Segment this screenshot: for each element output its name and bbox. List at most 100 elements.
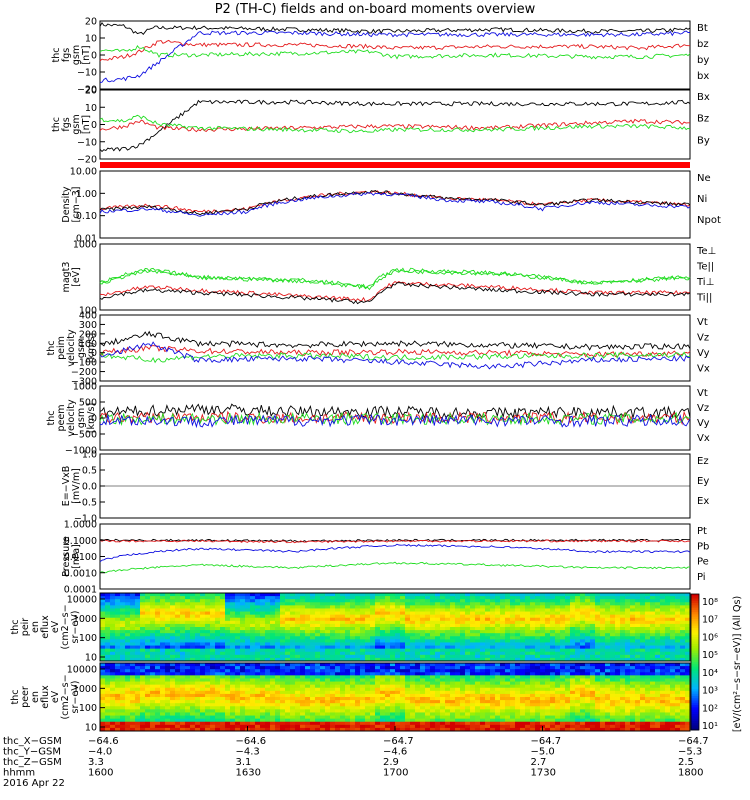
spec-cell (390, 681, 396, 686)
spec-cell (160, 706, 166, 710)
spec-cell (255, 654, 261, 659)
spec-cell (330, 614, 336, 619)
spec-cell (250, 672, 256, 676)
spec-cell (435, 630, 441, 634)
spec-cell (200, 608, 206, 612)
spec-cell (565, 611, 571, 616)
spec-cell (430, 687, 436, 692)
spec-cell (360, 678, 366, 682)
spec-cell (220, 611, 226, 616)
spec-cell (160, 602, 166, 606)
legend-peim-velocity-0: Vt (697, 317, 708, 328)
spec-cell (290, 617, 296, 622)
spec-cell (480, 605, 486, 609)
spec-cell (545, 602, 551, 606)
spec-cell (565, 709, 571, 713)
spec-cell (475, 681, 481, 686)
spec-cell (330, 721, 336, 726)
spec-cell (180, 709, 186, 713)
spec-cell (430, 602, 436, 606)
spec-cell (425, 678, 431, 682)
spec-cell (155, 663, 161, 667)
spec-cell (585, 672, 591, 676)
spec-cell (620, 639, 626, 643)
spec-cell (295, 703, 301, 707)
spec-cell (475, 669, 481, 673)
spec-cell (420, 627, 426, 631)
spec-cell (585, 678, 591, 682)
spec-cell (585, 636, 591, 640)
spec-cell (185, 687, 191, 692)
spec-cell (190, 645, 196, 650)
spec-cell (465, 724, 471, 729)
spec-cell (385, 678, 391, 682)
spec-cell (450, 633, 456, 637)
spec-cell (470, 651, 476, 656)
spec-cell (290, 627, 296, 631)
spec-cell (505, 706, 511, 710)
spec-cell (175, 657, 181, 662)
spec-cell (230, 724, 236, 729)
spec-cell (105, 687, 111, 692)
spec-cell (550, 623, 556, 628)
spec-cell (135, 599, 141, 603)
spec-cell (460, 712, 466, 716)
spec-cell (560, 709, 566, 713)
spec-cell (430, 645, 436, 650)
spec-cell (110, 648, 116, 653)
spec-cell (325, 608, 331, 612)
spec-cell (355, 690, 361, 695)
spec-cell (280, 718, 286, 723)
spec-cell (395, 715, 401, 720)
spec-cell (540, 651, 546, 656)
spec-cell (200, 678, 206, 682)
spec-cell (570, 700, 576, 704)
spec-cell (325, 700, 331, 704)
spec-cell (570, 706, 576, 710)
spec-cell (120, 703, 126, 707)
spec-cell (565, 599, 571, 603)
spec-cell (105, 684, 111, 689)
spec-cell (210, 611, 216, 616)
legend-fgs-gsm-2: by (697, 55, 709, 66)
spec-cell (515, 663, 521, 667)
spec-cell (110, 715, 116, 720)
spec-cell (530, 721, 536, 726)
spec-cell (100, 614, 106, 619)
spec-cell (105, 721, 111, 726)
spec-cell (420, 690, 426, 695)
spec-cell (115, 627, 121, 631)
spec-cell (235, 593, 241, 597)
spec-cell (160, 630, 166, 634)
spec-cell (490, 596, 496, 600)
spec-cell (190, 599, 196, 603)
spec-cell (450, 684, 456, 689)
spec-cell (560, 642, 566, 646)
spec-cell (155, 657, 161, 662)
spec-cell (190, 687, 196, 692)
spec-cell (530, 627, 536, 631)
spec-cell (110, 675, 116, 679)
spec-cell (125, 687, 131, 692)
spec-cell (235, 693, 241, 698)
spec-cell (385, 693, 391, 698)
spec-cell (310, 724, 316, 729)
spec-cell (455, 608, 461, 612)
spec-cell (365, 706, 371, 710)
spec-cell (395, 697, 401, 701)
spec-cell (520, 687, 526, 692)
spec-cell (330, 608, 336, 612)
spec-cell (285, 593, 291, 597)
spec-cell (110, 614, 116, 619)
spec-cell (220, 608, 226, 612)
spec-cell (320, 611, 326, 616)
spec-cell (520, 715, 526, 720)
spec-cell (375, 706, 381, 710)
spec-cell (385, 630, 391, 634)
spec-cell (585, 715, 591, 720)
spec-cell (540, 663, 546, 667)
spec-cell (515, 608, 521, 612)
spec-cell (600, 675, 606, 679)
spec-cell (175, 666, 181, 670)
spec-cell (535, 648, 541, 653)
